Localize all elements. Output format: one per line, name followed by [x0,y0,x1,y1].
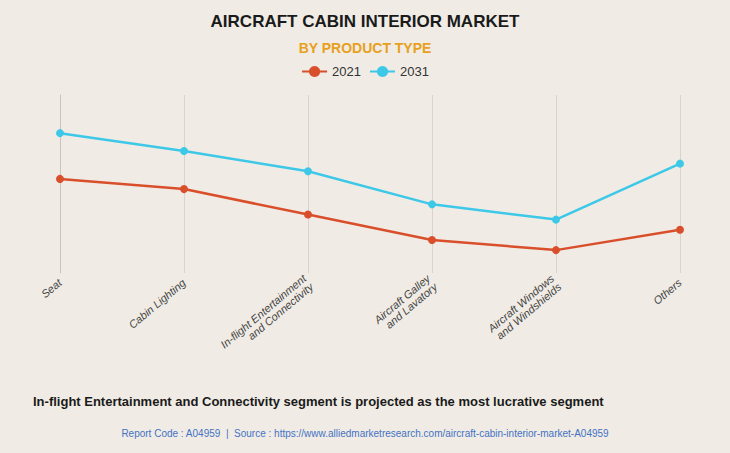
svg-text:In-flight Entertainment and Co: In-flight Entertainment and Connectivity… [33,394,604,409]
svg-text:Aircraft Windows: Aircraft Windows [485,272,557,335]
svg-text:and Windshields: and Windshields [494,280,564,341]
svg-text:Aircraft Galley: Aircraft Galley [371,272,433,326]
svg-text:Report Code : A04959 | Sourc: Report Code : A04959 | Source : https://… [121,428,609,439]
svg-text:Others: Others [651,276,684,307]
svg-text:2031: 2031 [400,64,429,79]
svg-text:In-flight Entertainment: In-flight Entertainment [218,272,309,351]
svg-text:AIRCRAFT CABIN INTERIOR MARKET: AIRCRAFT CABIN INTERIOR MARKET [211,12,520,31]
svg-text:Cabin Lighting: Cabin Lighting [126,276,188,331]
svg-text:BY PRODUCT TYPE: BY PRODUCT TYPE [299,40,432,56]
svg-text:Seat: Seat [39,276,65,300]
svg-text:and Connectivity: and Connectivity [245,280,316,342]
svg-text:2021: 2021 [332,64,361,79]
svg-text:and Lavatory: and Lavatory [383,280,441,331]
